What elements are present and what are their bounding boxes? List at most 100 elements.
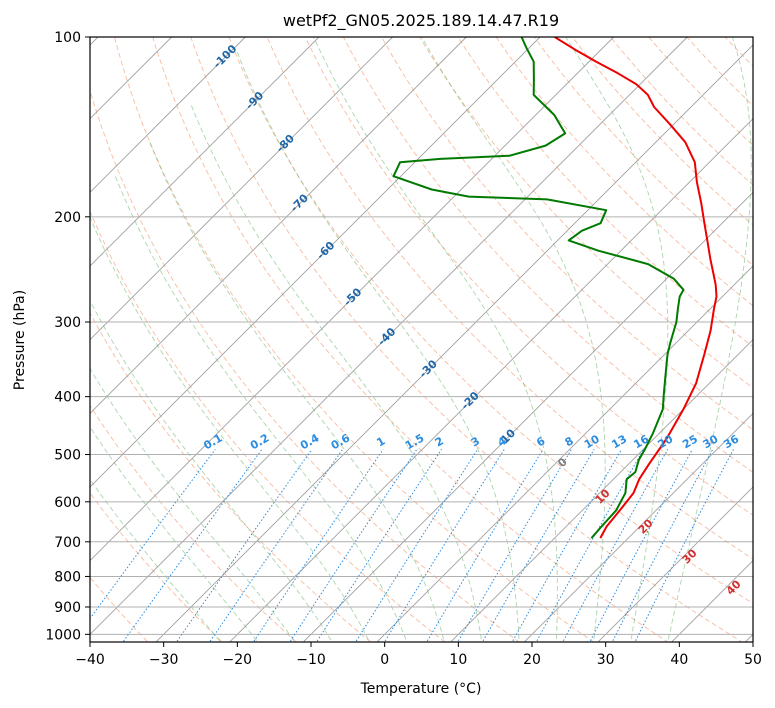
mixing-ratio-line bbox=[175, 449, 313, 642]
isotherm-line bbox=[523, 412, 753, 642]
mixing-ratio-line bbox=[122, 449, 263, 642]
dry-adiabat bbox=[90, 576, 149, 642]
mixing-ratio-label: 0.1 bbox=[201, 431, 224, 452]
dry-adiabat bbox=[90, 88, 520, 642]
x-tick-label: −30 bbox=[149, 652, 179, 668]
y-tick-label: 400 bbox=[54, 390, 81, 406]
x-tick-label: −20 bbox=[223, 652, 253, 668]
dry-adiabat bbox=[457, 37, 753, 348]
moist-adiabat bbox=[114, 174, 408, 642]
background-lines bbox=[90, 37, 753, 642]
y-tick-label: 700 bbox=[54, 535, 81, 551]
dry-adiabat bbox=[381, 37, 753, 431]
isotherm-line bbox=[90, 37, 320, 267]
x-tick-label: 10 bbox=[449, 652, 467, 668]
dry-adiabat bbox=[190, 37, 743, 642]
y-tick-label: 100 bbox=[54, 30, 81, 46]
dry-adiabat bbox=[90, 492, 223, 642]
chart-title: wetPf2_GN05.2025.189.14.47.R19 bbox=[283, 11, 559, 31]
mixing-ratio-line bbox=[252, 449, 384, 642]
temperature-profile-line bbox=[554, 37, 718, 539]
x-tick-label: −10 bbox=[296, 652, 326, 668]
mixing-ratio-line bbox=[90, 449, 216, 620]
mixing-ratio-line bbox=[426, 449, 544, 642]
moist-adiabat bbox=[565, 37, 669, 642]
isotherm-line bbox=[597, 486, 753, 642]
moist-adiabat bbox=[90, 299, 333, 642]
isotherm-line bbox=[302, 191, 753, 642]
moist-adiabat bbox=[90, 426, 259, 642]
mixing-ratio-label: 3 bbox=[469, 434, 482, 449]
moist-adiabat bbox=[235, 49, 520, 642]
y-axis-ticks: 100 200 300 400 500 600 700 800 900 1000 bbox=[45, 30, 90, 643]
mixing-ratio-label: 6 bbox=[534, 434, 547, 449]
mixing-ratio-line bbox=[511, 449, 622, 642]
isotherm-label: -70 bbox=[288, 191, 311, 214]
moist-adiabat bbox=[90, 215, 371, 642]
isotherm-line bbox=[90, 37, 246, 193]
isotherm-line bbox=[229, 118, 753, 642]
moist-adiabat-label: 10 bbox=[593, 486, 613, 506]
y-tick-label: 600 bbox=[54, 495, 81, 511]
dry-adiabat bbox=[419, 37, 753, 389]
mixing-ratio-line bbox=[611, 449, 714, 642]
isotherm-label: -20 bbox=[459, 389, 482, 412]
isotherm-line bbox=[90, 37, 688, 635]
mixing-ratio-label: 20 bbox=[656, 432, 676, 451]
isotherm-label: -60 bbox=[314, 239, 337, 262]
dry-adiabat bbox=[495, 37, 753, 307]
mixing-ratio-label: 1 bbox=[374, 434, 387, 449]
moist-adiabat-label: 40 bbox=[724, 577, 744, 597]
mixing-ratio-line bbox=[634, 449, 734, 642]
mixing-ratio-label: 2 bbox=[433, 434, 446, 449]
x-tick-label: 0 bbox=[380, 652, 389, 668]
data-lines bbox=[392, 37, 718, 539]
isotherm-label: -80 bbox=[274, 132, 297, 155]
x-axis-ticks: −40 −30 −20 −10 0 10 20 30 40 50 bbox=[75, 642, 762, 668]
dry-adiabat bbox=[724, 37, 753, 67]
mixing-ratio-line bbox=[315, 449, 443, 642]
x-tick-label: 50 bbox=[744, 652, 762, 668]
moist-adiabat bbox=[190, 104, 483, 642]
isotherm-line bbox=[90, 37, 393, 341]
dry-adiabat bbox=[266, 37, 753, 560]
dewpoint-profile-line bbox=[392, 37, 685, 539]
y-tick-label: 300 bbox=[54, 315, 81, 331]
isotherm-line bbox=[155, 44, 753, 642]
isotherm-label: -30 bbox=[417, 357, 440, 380]
dry-adiabat bbox=[90, 312, 372, 642]
x-tick-label: −40 bbox=[75, 652, 105, 668]
moist-adiabat bbox=[90, 478, 222, 642]
moist-adiabat bbox=[667, 37, 752, 642]
y-axis-label: Pressure (hPa) bbox=[12, 290, 28, 390]
line-annotations: -100-90-80-70-60-50-40-30-20-100.1 0.2 0.4… bbox=[201, 42, 744, 598]
dry-adiabat bbox=[533, 37, 753, 266]
dry-adiabat bbox=[90, 210, 446, 642]
mixing-ratio-line bbox=[209, 449, 344, 642]
moist-adiabat bbox=[313, 37, 558, 642]
moist-adiabat bbox=[90, 367, 296, 642]
dry-adiabat bbox=[648, 37, 753, 146]
mixing-ratio-line bbox=[383, 449, 505, 642]
mixing-ratio-label: 25 bbox=[680, 432, 700, 451]
isotherm-line bbox=[90, 37, 614, 562]
moist-adiabat-label: 30 bbox=[680, 546, 700, 566]
x-tick-label: 40 bbox=[670, 652, 688, 668]
mixing-ratio-label: 0.2 bbox=[248, 431, 271, 452]
y-tick-label: 900 bbox=[54, 600, 81, 616]
isotherm-line bbox=[90, 37, 467, 414]
moist-adiabat bbox=[421, 37, 606, 642]
y-tick-label: 1000 bbox=[45, 627, 81, 643]
mixing-ratio-line bbox=[355, 449, 479, 642]
dry-adiabat bbox=[571, 37, 753, 226]
mixing-ratio-line bbox=[589, 449, 693, 642]
isotherm-label: -40 bbox=[375, 325, 398, 348]
mixing-ratio-line bbox=[457, 449, 572, 642]
x-tick-label: 20 bbox=[523, 652, 541, 668]
isotherm-label: -50 bbox=[341, 285, 364, 308]
isotherm-label: -90 bbox=[243, 89, 266, 112]
isotherm-line bbox=[450, 339, 753, 642]
isotherm-line bbox=[90, 37, 541, 488]
mixing-ratio-label: 0.4 bbox=[298, 431, 322, 452]
